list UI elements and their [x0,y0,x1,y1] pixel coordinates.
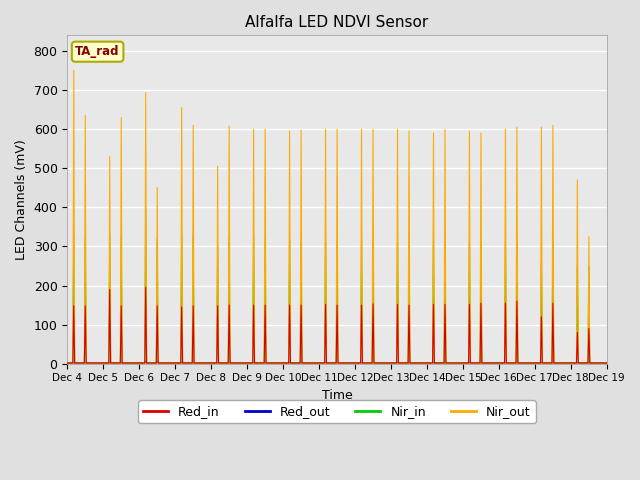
Y-axis label: LED Channels (mV): LED Channels (mV) [15,139,28,260]
Legend: Red_in, Red_out, Nir_in, Nir_out: Red_in, Red_out, Nir_in, Nir_out [138,400,536,423]
Text: TA_rad: TA_rad [76,45,120,58]
Title: Alfalfa LED NDVI Sensor: Alfalfa LED NDVI Sensor [245,15,429,30]
X-axis label: Time: Time [322,389,353,402]
